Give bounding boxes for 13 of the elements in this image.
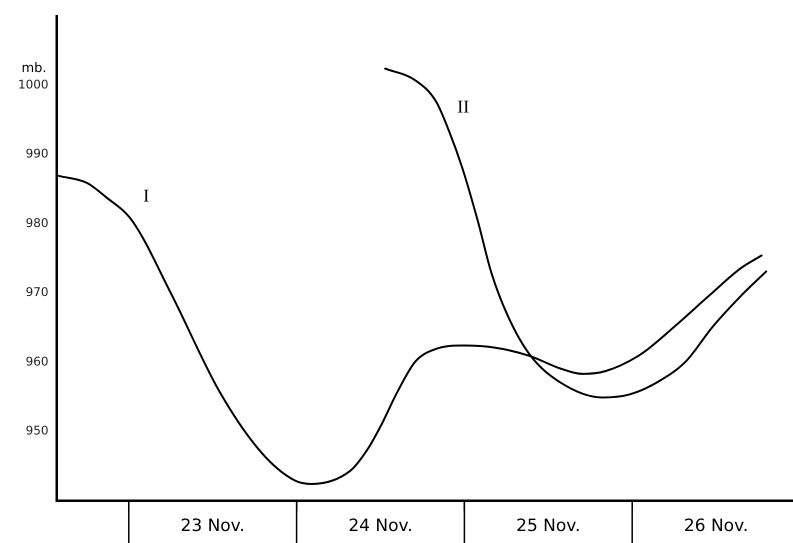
- series-label: I: [143, 186, 150, 206]
- y-tick-label: 990: [26, 146, 49, 161]
- y-tick-label: 970: [26, 285, 49, 300]
- y-axis-title: mb.: [21, 61, 47, 76]
- y-tick-label: 980: [26, 216, 49, 230]
- series-label: II: [457, 96, 470, 116]
- x-tick-label: 24 Nov.: [348, 516, 413, 536]
- x-tick-label: 23 Nov.: [180, 516, 245, 536]
- y-tick-label: 950: [26, 423, 49, 438]
- y-tick-label: 960: [26, 354, 49, 368]
- y-tick-label: 1000: [18, 77, 49, 92]
- x-tick-label: 25 Nov.: [516, 516, 580, 536]
- x-tick-label: 26 Nov.: [684, 516, 748, 536]
